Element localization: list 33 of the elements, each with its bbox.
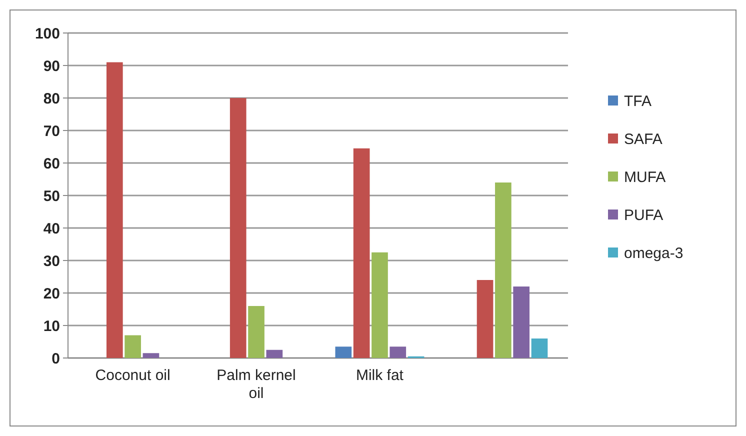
y-tick-label: 30 xyxy=(43,252,60,270)
x-tick-label: Palm kernel oil xyxy=(216,367,296,402)
bar xyxy=(335,346,352,358)
bar xyxy=(124,335,141,358)
bar xyxy=(390,346,406,358)
y-tick-label: 90 xyxy=(43,58,60,75)
bar xyxy=(513,286,530,358)
y-tick-label: 60 xyxy=(43,155,60,172)
bar xyxy=(531,338,548,358)
x-tick-label: Coconut oil xyxy=(95,367,170,384)
x-tick-label: Milk fat xyxy=(356,367,404,384)
bar xyxy=(266,350,283,358)
bar xyxy=(106,62,123,358)
legend-label: SAFA xyxy=(624,130,662,148)
y-tick-label: 80 xyxy=(43,90,60,108)
legend-label: TFA xyxy=(624,92,652,110)
bar xyxy=(230,98,246,358)
y-tick-label: 70 xyxy=(43,122,60,140)
y-tick-label: 50 xyxy=(43,188,60,205)
y-tick-label: 0 xyxy=(52,350,60,368)
bar xyxy=(372,252,388,358)
bar xyxy=(248,306,264,358)
y-tick-label: 20 xyxy=(43,285,60,302)
y-tick-label: 40 xyxy=(43,220,60,238)
legend-label: PUFA xyxy=(624,206,664,224)
y-tick-label: 10 xyxy=(43,318,60,335)
legend-label: MUFA xyxy=(624,168,666,186)
bar xyxy=(142,353,160,358)
y-tick-label: 100 xyxy=(34,25,60,42)
bar xyxy=(476,280,494,358)
legend-label: omega-3 xyxy=(624,244,684,262)
bar xyxy=(495,182,512,358)
bar xyxy=(353,148,370,358)
